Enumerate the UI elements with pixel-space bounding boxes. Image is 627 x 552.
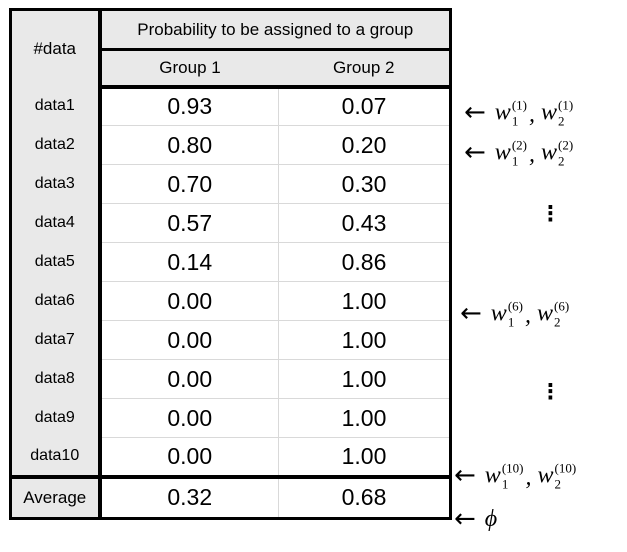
left-arrow-icon: ← — [460, 298, 482, 328]
group2-header: Group 2 — [278, 49, 451, 89]
group1-value: 0.93 — [99, 86, 279, 126]
group2-value: 0.43 — [278, 203, 451, 243]
phi-symbol: ϕ — [484, 506, 498, 532]
average-group2-value: 0.68 — [278, 474, 451, 519]
group1-value: 0.00 — [99, 320, 279, 360]
table-row: data10 0.00 1.00 — [10, 437, 451, 477]
group1-value: 0.00 — [99, 359, 279, 399]
average-label: Average — [10, 474, 102, 519]
group2-value: 1.00 — [278, 437, 451, 477]
row-label: data10 — [10, 437, 102, 477]
table-row: data9 0.00 1.00 — [10, 398, 451, 438]
vertical-ellipsis: ⋮ — [540, 201, 561, 226]
group2-value: 0.86 — [278, 242, 451, 282]
probability-span-header: Probability to be assigned to a group — [99, 9, 451, 51]
row-label: data7 — [10, 320, 102, 360]
vertical-dots-icon: ⋮ — [540, 379, 561, 404]
row-label: data4 — [10, 203, 102, 243]
w-term-pair: w (2) 1, w (2) 2 — [494, 137, 574, 169]
table-row: data8 0.00 1.00 — [10, 359, 451, 399]
row-label: data3 — [10, 164, 102, 204]
row-label: data5 — [10, 242, 102, 282]
annotation-w-data10: ← w (10) 1, w (10) 2 — [454, 460, 577, 492]
group2-value: 0.30 — [278, 164, 451, 204]
table-row: data5 0.14 0.86 — [10, 242, 451, 282]
probability-table: #data Probability to be assigned to a gr… — [9, 8, 452, 520]
group2-value: 1.00 — [278, 359, 451, 399]
group1-header: Group 1 — [99, 49, 279, 89]
average-row: Average 0.32 0.68 — [10, 474, 451, 519]
group1-value: 0.14 — [99, 242, 279, 282]
table-row: data6 0.00 1.00 — [10, 281, 451, 321]
annotation-w-data6: ← w (6) 1, w (6) 2 — [460, 298, 570, 330]
annotation-phi-average: ← ϕ — [454, 506, 497, 532]
annotation-w-data1: ← w (1) 1, w (1) 2 — [464, 97, 574, 129]
group1-value: 0.80 — [99, 125, 279, 165]
annotation-w-data2: ← w (2) 1, w (2) 2 — [464, 137, 574, 169]
w-term-pair: w (10) 1, w (10) 2 — [484, 460, 577, 492]
group2-value: 0.07 — [278, 86, 451, 126]
group1-value: 0.00 — [99, 437, 279, 477]
group1-value: 0.00 — [99, 281, 279, 321]
data-column-header: #data — [10, 9, 102, 87]
table-row: data7 0.00 1.00 — [10, 320, 451, 360]
left-arrow-icon: ← — [464, 137, 486, 167]
left-arrow-icon: ← — [454, 504, 476, 534]
row-label: data9 — [10, 398, 102, 438]
left-arrow-icon: ← — [464, 97, 486, 127]
w-term-pair: w (6) 1, w (6) 2 — [490, 298, 570, 330]
table-row: data2 0.80 0.20 — [10, 125, 451, 165]
vertical-dots-icon: ⋮ — [540, 201, 561, 226]
group1-value: 0.57 — [99, 203, 279, 243]
group2-value: 1.00 — [278, 320, 451, 360]
row-label: data1 — [10, 86, 102, 126]
row-label: data6 — [10, 281, 102, 321]
w-term-pair: w (1) 1, w (1) 2 — [494, 97, 574, 129]
group1-value: 0.70 — [99, 164, 279, 204]
row-label: data2 — [10, 125, 102, 165]
group2-value: 1.00 — [278, 398, 451, 438]
group2-value: 1.00 — [278, 281, 451, 321]
row-label: data8 — [10, 359, 102, 399]
table-row: data3 0.70 0.30 — [10, 164, 451, 204]
table-row: data1 0.93 0.07 — [10, 86, 451, 126]
left-arrow-icon: ← — [454, 460, 476, 490]
group2-value: 0.20 — [278, 125, 451, 165]
vertical-ellipsis: ⋮ — [540, 379, 561, 404]
group1-value: 0.00 — [99, 398, 279, 438]
average-group1-value: 0.32 — [99, 474, 279, 519]
table-row: data4 0.57 0.43 — [10, 203, 451, 243]
